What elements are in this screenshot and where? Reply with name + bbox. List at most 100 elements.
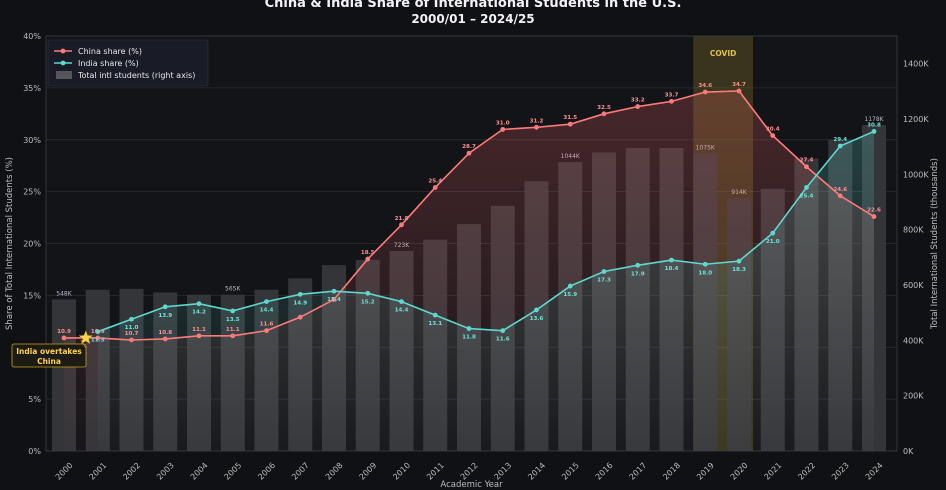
- annotation-arrow: [80, 339, 87, 349]
- india-point: [534, 307, 539, 313]
- annotation-box: [11, 343, 87, 368]
- china-point: [804, 164, 809, 170]
- bar-label: 565K: [225, 286, 241, 293]
- y-tick-label: 5%: [28, 395, 41, 404]
- legend-china-marker: [60, 48, 66, 54]
- china-point: [669, 98, 674, 104]
- china-data-label: 32.5: [597, 105, 611, 111]
- china-point: [264, 328, 269, 334]
- x-tick-label: 2007: [290, 461, 311, 482]
- china-point: [534, 124, 539, 130]
- y-right-tick-label: 1000K: [903, 170, 929, 179]
- china-point: [196, 333, 202, 339]
- india-point: [331, 288, 337, 294]
- china-point: [365, 256, 371, 262]
- india-data-label: 13.9: [158, 313, 172, 319]
- x-axis-label: Academic Year: [440, 480, 503, 490]
- x-tick-label: 2004: [189, 461, 210, 482]
- india-point: [669, 257, 674, 263]
- india-point: [770, 230, 776, 236]
- x-tick-label: 2010: [391, 461, 412, 482]
- india-data-label: 14.2: [192, 310, 206, 316]
- india-data-label: 15.4: [327, 297, 341, 303]
- india-data-label: 14.4: [395, 308, 409, 314]
- china-point: [500, 126, 506, 132]
- y-right-tick-label: 800K: [903, 226, 924, 235]
- x-tick-label: 2022: [796, 461, 817, 482]
- china-data-label: 31.0: [496, 120, 510, 126]
- china-point: [432, 185, 438, 190]
- bar-label: 1178K: [864, 116, 884, 123]
- x-tick-label: 2016: [594, 461, 615, 482]
- china-data-label: 31.2: [530, 118, 544, 124]
- india-point: [466, 326, 472, 331]
- x-tick-label: 2006: [256, 461, 277, 482]
- india-point: [95, 329, 101, 335]
- india-point: [837, 143, 843, 149]
- y-right-tick-label: 0K: [903, 447, 914, 456]
- india-point: [601, 269, 607, 274]
- india-point: [297, 291, 303, 297]
- india-point: [871, 129, 877, 134]
- y-tick-label: 25%: [23, 188, 41, 197]
- x-tick-label: 2011: [425, 461, 446, 482]
- china-data-label: 34.6: [698, 83, 712, 89]
- china-data-label: 10.9: [57, 329, 71, 335]
- india-data-label: 18.3: [732, 267, 746, 273]
- india-point: [432, 312, 438, 318]
- china-point: [601, 111, 607, 117]
- china-data-label: 11.6: [260, 322, 274, 328]
- chart-subtitle: 2000/01 – 2024/25: [411, 12, 535, 26]
- china-point: [871, 214, 877, 219]
- china-point: [702, 89, 708, 95]
- india-data-label: 11.5: [91, 338, 105, 344]
- x-tick-label: 2023: [830, 461, 851, 482]
- india-point: [129, 316, 134, 322]
- china-data-label: 28.7: [462, 144, 476, 150]
- bar-label: 548K: [56, 290, 72, 297]
- china-point: [770, 133, 776, 139]
- india-data-label: 15.2: [361, 299, 375, 305]
- x-tick-label: 2015: [560, 461, 581, 482]
- india-data-label: 11.6: [496, 337, 510, 343]
- india-data-label: 13.5: [226, 317, 240, 323]
- india-data-label: 25.4: [800, 193, 814, 199]
- india-data-label: 15.9: [563, 292, 577, 298]
- india-point: [500, 328, 506, 334]
- india-data-label: 11.8: [462, 335, 476, 341]
- china-point: [61, 335, 67, 341]
- china-data-label: 24.6: [833, 187, 847, 193]
- china-data-label: 22.6: [867, 208, 881, 214]
- x-tick-label: 2002: [121, 461, 142, 482]
- y-tick-label: 40%: [23, 32, 41, 41]
- india-point: [196, 301, 202, 307]
- india-point: [567, 283, 573, 289]
- india-data-label: 29.4: [833, 137, 847, 143]
- x-tick-label: 2021: [763, 461, 784, 482]
- china-data-label: 34.7: [732, 82, 746, 88]
- china-data-label: 21.8: [395, 216, 409, 222]
- china-data-label: 18.5: [361, 250, 375, 256]
- china-point: [399, 222, 404, 228]
- x-tick-label: 2008: [324, 461, 345, 482]
- y-tick-label: 20%: [23, 240, 41, 249]
- china-data-label: 10.7: [125, 331, 139, 337]
- x-tick-label: 2020: [729, 461, 750, 482]
- china-point: [736, 88, 742, 94]
- x-tick-label: 2003: [155, 461, 176, 482]
- x-tick-label: 2018: [661, 461, 682, 482]
- india-data-label: 18.0: [698, 270, 712, 276]
- china-data-label: 33.2: [631, 98, 645, 104]
- china-point: [466, 150, 472, 156]
- india-point: [736, 258, 742, 264]
- china-point: [230, 333, 236, 339]
- india-data-label: 17.9: [631, 271, 645, 277]
- china-data-label: 33.7: [665, 92, 679, 98]
- india-data-label: 13.1: [428, 321, 442, 327]
- x-tick-label: 2005: [223, 461, 244, 482]
- india-data-label: 13.6: [530, 316, 544, 322]
- china-point: [297, 314, 303, 320]
- plot-border: [45, 35, 898, 452]
- china-point: [331, 297, 337, 302]
